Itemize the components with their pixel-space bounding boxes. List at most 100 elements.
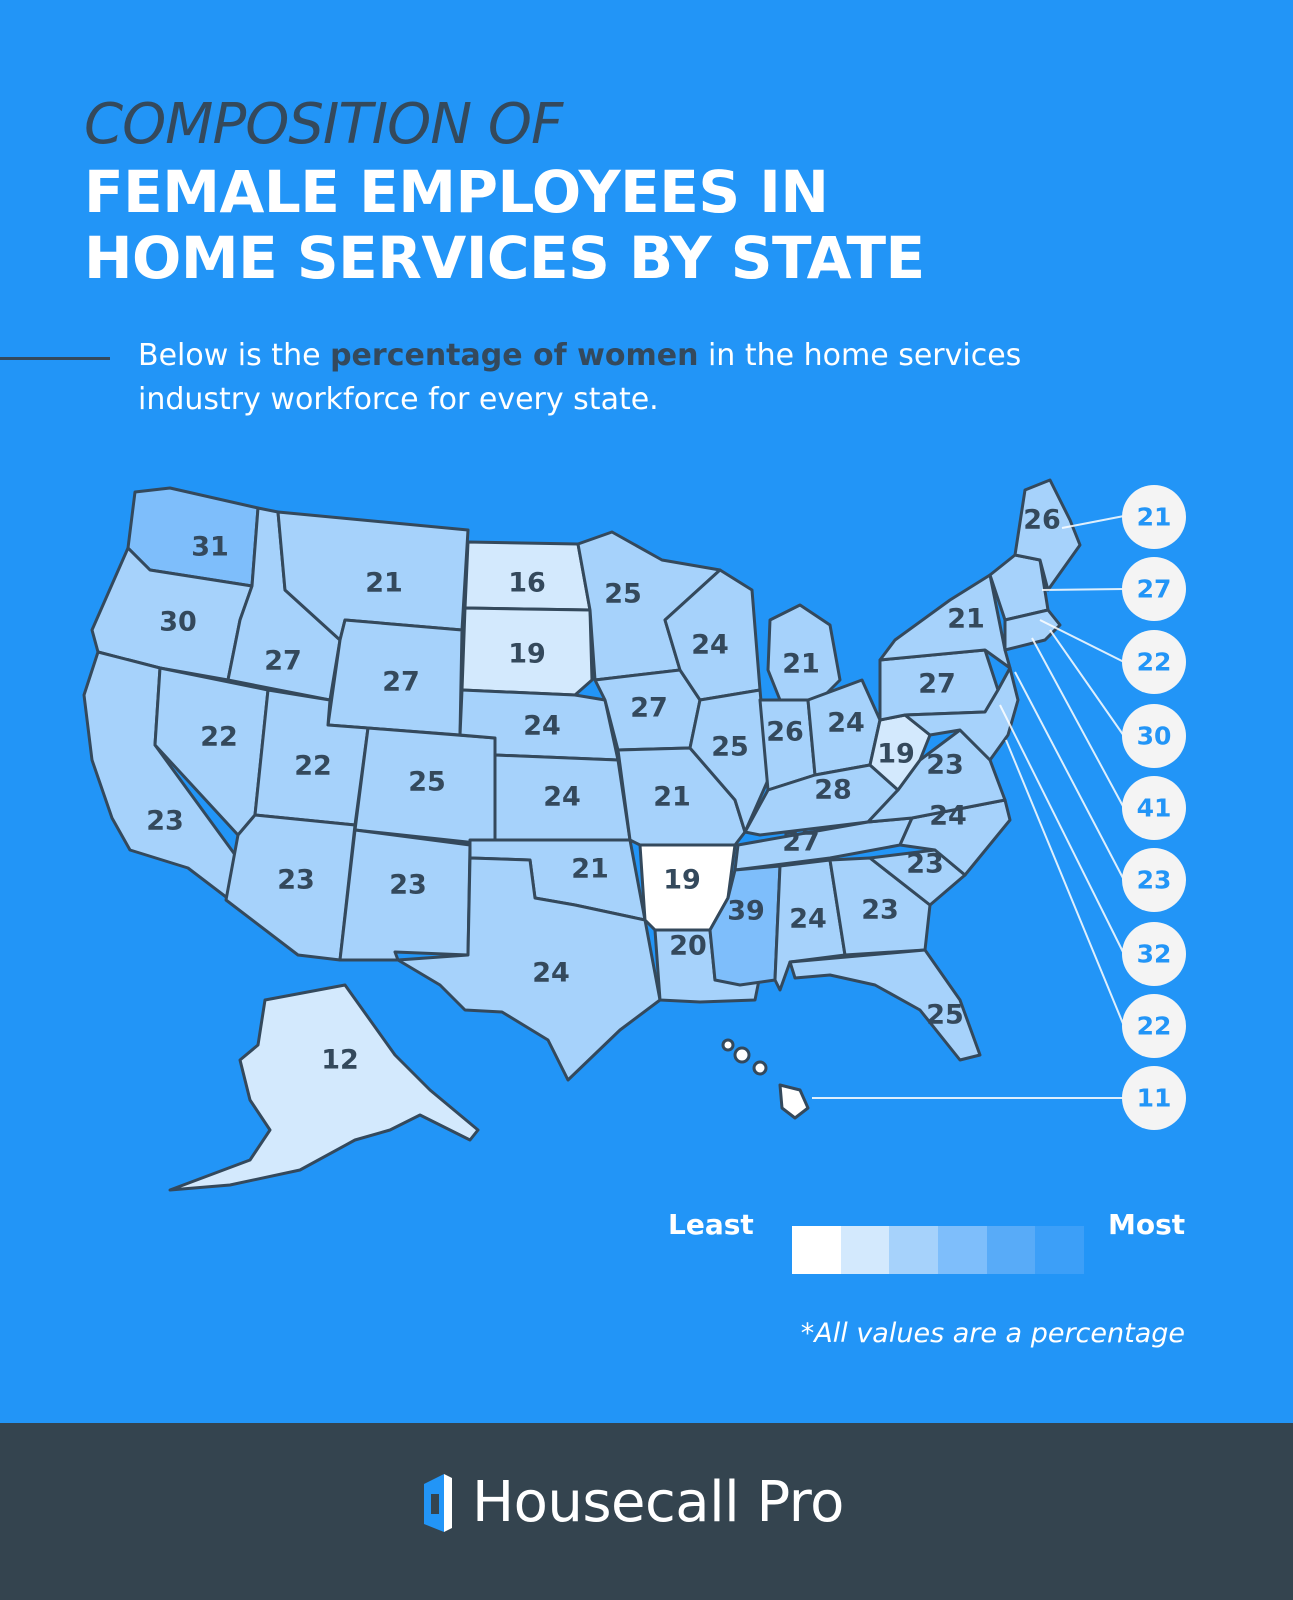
legend-swatch-4 <box>938 1226 987 1274</box>
title-line-2: FEMALE EMPLOYEES IN <box>84 158 829 226</box>
legend-swatch-1 <box>792 1226 841 1274</box>
label-ky: 28 <box>814 775 852 806</box>
label-ny: 21 <box>947 604 985 635</box>
label-mn: 25 <box>604 579 642 610</box>
label-il: 25 <box>711 732 749 763</box>
label-pa: 27 <box>918 669 956 700</box>
title-line-3: HOME SERVICES BY STATE <box>84 224 925 292</box>
label-ne: 24 <box>523 711 561 742</box>
callout-value: 21 <box>1137 503 1172 532</box>
label-nm: 23 <box>389 870 427 901</box>
leader-line-8 <box>1005 739 1125 1027</box>
brand-name: Housecall Pro <box>472 1470 844 1535</box>
us-states-map: 31 30 23 27 22 21 27 22 23 25 23 16 19 2… <box>82 478 1186 1192</box>
callout-value: 30 <box>1137 722 1172 751</box>
state-fl <box>788 948 982 1062</box>
footer-bar <box>0 1423 1293 1600</box>
legend-least-label: Least <box>668 1208 754 1241</box>
intro-text-end: in the home services industry workforce … <box>138 338 1022 417</box>
label-ok: 21 <box>571 854 609 885</box>
label-or: 30 <box>159 607 197 638</box>
callout-value: 32 <box>1137 940 1172 969</box>
state-ak <box>168 983 480 1192</box>
label-fl: 25 <box>926 1000 964 1031</box>
leader-line-3 <box>1039 619 1125 663</box>
label-sc: 23 <box>906 849 944 880</box>
state-mi <box>766 603 842 702</box>
label-sd: 19 <box>508 639 546 670</box>
callout-3: 22 <box>1122 630 1186 694</box>
label-id: 27 <box>264 646 302 677</box>
callout-9: 11 <box>1122 1066 1186 1130</box>
label-nv: 22 <box>200 722 238 753</box>
state-nj-de-md <box>903 666 1020 762</box>
label-ca: 23 <box>146 806 184 837</box>
label-wy: 27 <box>382 667 420 698</box>
leader-line-2 <box>1041 588 1125 591</box>
state-hi-island-1 <box>733 1046 751 1064</box>
state-hi-island-3 <box>721 1038 735 1052</box>
label-me: 26 <box>1023 505 1061 536</box>
legend-swatch-5 <box>986 1226 1036 1274</box>
label-in: 26 <box>766 717 804 748</box>
label-co: 25 <box>408 767 446 798</box>
callout-8: 22 <box>1122 994 1186 1058</box>
intro-divider <box>0 357 110 360</box>
callout-6: 23 <box>1122 848 1186 912</box>
state-ga <box>828 856 932 957</box>
callout-5: 41 <box>1122 776 1186 840</box>
footnote: *All values are a percentage <box>800 1318 1185 1349</box>
label-nd: 16 <box>508 568 546 599</box>
leader-line-1 <box>1061 515 1125 529</box>
label-al: 24 <box>789 904 827 935</box>
leader-line-7 <box>999 704 1125 955</box>
label-wi: 24 <box>691 630 729 661</box>
label-wv: 19 <box>877 739 915 770</box>
label-ms: 39 <box>727 896 765 927</box>
callout-value: 41 <box>1137 794 1172 823</box>
callout-value: 22 <box>1137 1012 1172 1041</box>
state-hi <box>778 1083 810 1120</box>
label-wa: 31 <box>191 532 229 563</box>
label-mt: 21 <box>365 568 403 599</box>
label-ga: 23 <box>861 895 899 926</box>
state-vt-nh <box>988 553 1050 622</box>
label-ks: 24 <box>543 782 581 813</box>
state-tx <box>396 856 662 1082</box>
callout-value: 23 <box>1137 866 1172 895</box>
callout-2: 27 <box>1122 557 1186 621</box>
label-ia: 27 <box>630 693 668 724</box>
label-ar: 19 <box>663 865 701 896</box>
intro-text: Below is the percentage of women in the … <box>138 334 1138 422</box>
label-oh: 24 <box>827 708 865 739</box>
leader-line-4 <box>1049 629 1125 737</box>
state-sd <box>460 606 594 697</box>
title-line-1: COMPOSITION OF <box>84 92 563 157</box>
state-ny <box>878 573 1012 670</box>
legend-most-label: Most <box>1108 1208 1186 1241</box>
housecall-pro-logo-icon <box>424 1473 452 1532</box>
label-va: 23 <box>926 750 964 781</box>
label-tx: 24 <box>532 958 570 989</box>
label-az: 23 <box>277 865 315 896</box>
label-ak: 12 <box>321 1045 359 1076</box>
intro-text-emphasis: percentage of women <box>330 338 699 373</box>
callout-value: 27 <box>1137 575 1172 604</box>
leader-line-6 <box>1014 671 1125 881</box>
callout-1: 21 <box>1122 485 1186 549</box>
brand-logo: Housecall Pro <box>422 1470 844 1535</box>
callout-7: 32 <box>1122 922 1186 986</box>
callout-value: 22 <box>1137 648 1172 677</box>
legend-swatch-3 <box>889 1226 939 1274</box>
state-me <box>1013 478 1082 592</box>
state-hi-island-2 <box>752 1060 768 1076</box>
intro-text-start: Below is the <box>138 338 331 373</box>
label-la: 20 <box>669 931 707 962</box>
legend-swatch-2 <box>840 1226 890 1274</box>
state-va <box>866 728 1007 824</box>
label-ut: 22 <box>294 751 332 782</box>
callout-value: 11 <box>1137 1084 1172 1113</box>
label-tn: 27 <box>782 827 820 858</box>
legend-swatch-6 <box>1035 1226 1085 1274</box>
